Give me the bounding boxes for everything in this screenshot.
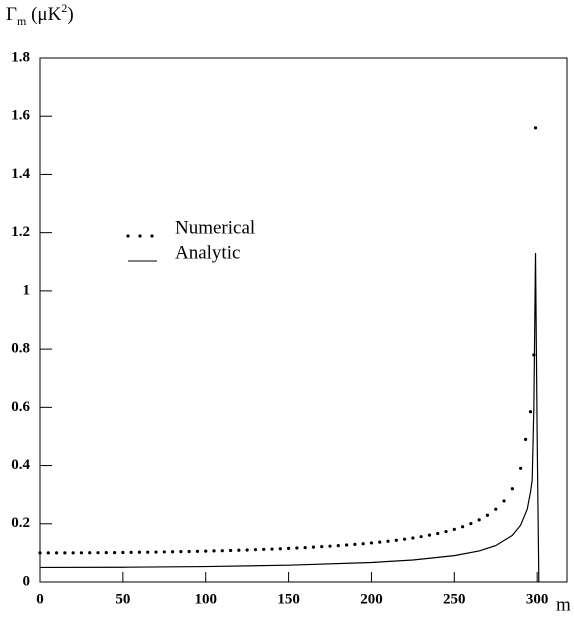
data-dot	[170, 550, 175, 554]
data-dot	[154, 550, 158, 554]
data-dot	[328, 544, 332, 548]
data-dot	[121, 550, 125, 555]
data-dot	[54, 551, 59, 555]
x-tick-label: 150	[277, 591, 300, 607]
data-dot	[510, 487, 514, 491]
data-dot	[336, 544, 340, 548]
data-dot	[179, 550, 183, 554]
data-dot	[528, 410, 533, 414]
data-dot	[63, 551, 67, 555]
data-dot	[402, 537, 407, 541]
x-tick-label: 0	[36, 591, 44, 607]
data-dot	[262, 547, 266, 551]
data-dot	[270, 547, 274, 551]
data-dot	[245, 548, 249, 552]
legend-label: Analytic	[175, 242, 240, 263]
data-dot	[104, 551, 108, 555]
data-dot	[129, 550, 133, 554]
data-dot	[237, 548, 241, 552]
data-dot	[386, 539, 390, 543]
data-dot	[278, 547, 282, 551]
data-dot	[311, 545, 316, 549]
legend-dot	[126, 234, 130, 238]
data-dot	[533, 126, 538, 130]
y-tick-label: 0.8	[11, 341, 30, 357]
data-dot	[79, 551, 84, 555]
y-tick-label: 1.6	[11, 108, 30, 124]
data-dot	[286, 546, 291, 550]
data-dot	[204, 549, 208, 553]
y-tick-label: 0.6	[11, 399, 30, 415]
data-dot	[253, 548, 258, 552]
x-tick-label: 300	[526, 591, 549, 607]
data-dot	[411, 536, 415, 540]
data-dot	[212, 549, 216, 553]
y-tick-label: 1.2	[11, 224, 30, 240]
x-axis-label: m	[556, 594, 571, 615]
data-dot	[137, 550, 142, 554]
data-dot	[452, 527, 456, 531]
data-dot	[369, 541, 374, 545]
data-dot	[460, 525, 465, 529]
legend-label: Numerical	[175, 217, 255, 238]
x-tick-label: 50	[115, 591, 130, 607]
plot-frame	[39, 57, 568, 583]
data-dot	[494, 507, 498, 511]
y-tick-label: 0.4	[11, 457, 30, 473]
x-tick-label: 250	[443, 591, 466, 607]
data-dot	[71, 551, 75, 555]
data-dot	[344, 543, 349, 547]
y-axis-label: Γm (μK2)	[6, 1, 74, 28]
data-dot	[523, 437, 528, 441]
data-dot	[112, 550, 117, 555]
data-dot	[88, 551, 92, 555]
data-dot	[378, 540, 382, 544]
data-dot	[220, 549, 224, 553]
x-tick-label: 200	[360, 591, 383, 607]
data-dot	[419, 535, 423, 539]
y-tick-label: 0.2	[11, 515, 30, 531]
legend-dot	[138, 234, 142, 238]
y-tick-label: 1	[23, 282, 31, 298]
data-dot	[228, 548, 233, 553]
data-dot	[295, 546, 299, 550]
data-dot	[38, 551, 42, 555]
data-dot	[394, 538, 398, 542]
data-dot	[46, 551, 50, 555]
y-tick-label: 1.4	[11, 166, 30, 182]
data-dot	[502, 499, 506, 503]
data-dot	[427, 533, 432, 537]
data-dot	[444, 529, 448, 534]
data-dot	[436, 531, 440, 536]
data-dot	[187, 549, 191, 554]
data-dot	[195, 549, 200, 553]
data-dot	[469, 522, 473, 526]
data-dot	[485, 513, 490, 517]
data-line	[39, 253, 540, 583]
data-dot	[146, 550, 150, 554]
data-dot	[96, 551, 100, 555]
data-dot	[303, 545, 307, 550]
data-dot	[477, 518, 481, 522]
y-tick-label: 0	[23, 573, 31, 589]
data-dot	[361, 542, 365, 546]
data-dot	[320, 545, 324, 549]
legend-dot	[150, 234, 154, 238]
x-tick-label: 100	[194, 591, 217, 607]
data-dot	[518, 466, 523, 470]
y-tick-label: 1.8	[11, 49, 30, 65]
data-dot	[162, 550, 166, 554]
data-dot	[353, 542, 357, 546]
